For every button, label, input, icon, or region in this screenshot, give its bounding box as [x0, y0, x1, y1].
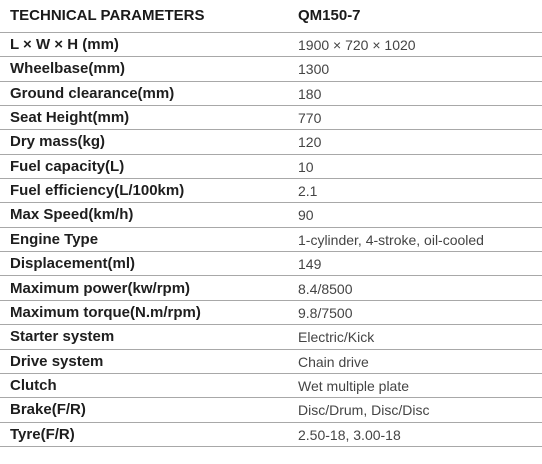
spec-label: Max Speed(km/h)	[10, 206, 134, 224]
spec-value: Electric/Kick	[298, 329, 375, 346]
spec-row: Engine Type 1-cylinder, 4-stroke, oil-coo…	[0, 228, 542, 253]
spec-value: 180	[298, 85, 322, 102]
spec-label: Drive system	[10, 352, 104, 370]
spec-row: Maximum power(kw/rpm) 8.4/8500	[0, 277, 542, 301]
spec-label: Clutch	[10, 376, 57, 394]
spec-label: Starter system	[10, 328, 115, 346]
spec-label: Dry mass(kg)	[10, 133, 106, 151]
spec-row: Brake(F/R) Disc/Drum, Disc/Disc	[0, 398, 542, 423]
header-label: TECHNICAL PARAMETERS	[10, 7, 205, 24]
spec-row: Max Speed(km/h) 90	[0, 203, 542, 228]
spec-value: 120	[298, 134, 322, 151]
spec-label: Maximum torque(N.m/rpm)	[10, 303, 201, 321]
spec-value: 9.8/7500	[298, 304, 353, 321]
spec-row: Fuel capacity(L) 10	[0, 155, 542, 180]
spec-label: Fuel capacity(L)	[10, 157, 125, 175]
spec-row: Ground clearance(mm) 180	[0, 82, 542, 107]
spec-label: Seat Height(mm)	[10, 109, 130, 127]
spec-row: Maximum torque(N.m/rpm) 9.8/7500	[0, 301, 542, 326]
spec-label: Brake(F/R)	[10, 401, 86, 419]
spec-label: Fuel efficiency(L/100km)	[10, 182, 185, 200]
spec-row: Drive system Chain drive	[0, 350, 542, 374]
spec-value: Chain drive	[298, 353, 369, 370]
header-model: QM150-7	[298, 7, 361, 24]
spec-value: 10	[298, 158, 314, 175]
spec-value: 2.1	[298, 183, 318, 200]
spec-value: Disc/Drum, Disc/Disc	[298, 402, 430, 419]
spec-row: Dry mass(kg) 120	[0, 130, 542, 155]
spec-row: Clutch Wet multiple plate	[0, 374, 542, 399]
spec-value: Wet multiple plate	[298, 377, 410, 394]
spec-label: Displacement(ml)	[10, 255, 136, 273]
spec-value: 149	[298, 256, 322, 273]
header-row: TECHNICAL PARAMETERS QM150-7	[0, 0, 542, 33]
spec-value: 1300	[298, 61, 330, 78]
spec-value: 90	[298, 207, 314, 224]
spec-value: 1900 × 720 × 1020	[298, 37, 416, 53]
spec-label: Wheelbase(mm)	[10, 60, 126, 78]
spec-label: Maximum power(kw/rpm)	[10, 279, 191, 297]
spec-row: Tyre(F/R) 2.50-18, 3.00-18	[0, 423, 542, 447]
spec-row: Wheelbase(mm) 1300	[0, 57, 542, 82]
spec-value: 8.4/8500	[298, 280, 353, 297]
spec-label: Engine Type	[10, 230, 99, 248]
spec-row: Seat Height(mm) 770	[0, 106, 542, 131]
spec-value: 1-cylinder, 4-stroke, oil-cooled	[298, 231, 484, 248]
spec-label: Ground clearance(mm)	[10, 84, 175, 102]
spec-value: 770	[298, 110, 322, 127]
spec-label: Tyre(F/R)	[10, 425, 75, 443]
spec-row: Starter system Electric/Kick	[0, 325, 542, 350]
spec-row: L × W × H (mm) 1900 × 720 × 1020	[0, 33, 542, 58]
spec-row: Fuel efficiency(L/100km) 2.1	[0, 179, 542, 204]
spec-row: Displacement(ml) 149	[0, 252, 542, 277]
spec-label: L × W × H (mm)	[10, 36, 119, 53]
spec-value: 2.50-18, 3.00-18	[298, 426, 401, 443]
